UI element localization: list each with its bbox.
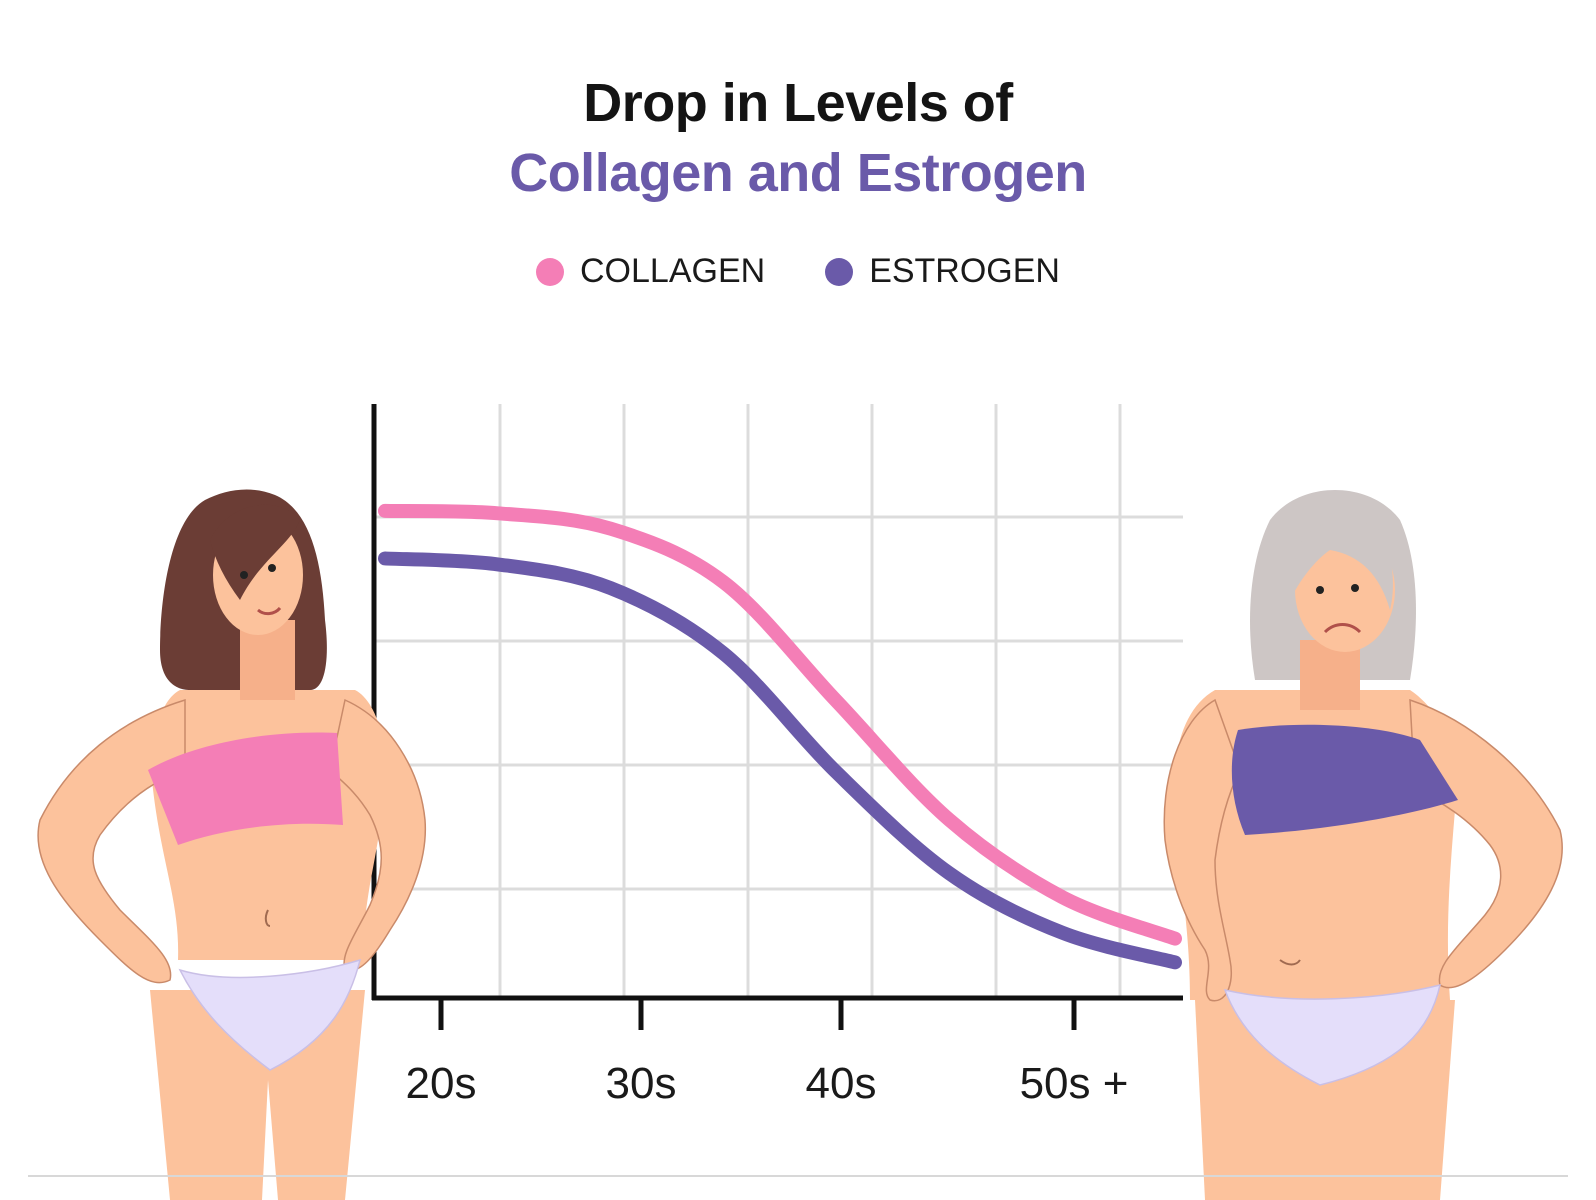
series-line-estrogen (378, 551, 1182, 970)
young-underwear (178, 958, 362, 1071)
legend-marker-estrogen (825, 257, 854, 286)
legend-item-estrogen: ESTROGEN (825, 252, 1060, 291)
older-hair-front (1290, 520, 1393, 610)
chart-title-line1: Drop in Levels of (583, 73, 1013, 133)
young-hair-front (210, 504, 300, 600)
chart-series (378, 503, 1182, 970)
young-top (148, 732, 343, 845)
older-right-arm (1409, 698, 1563, 989)
x-tick-label: 30s (606, 1059, 677, 1108)
bottom-divider (28, 1175, 1568, 1177)
legend-label-estrogen: ESTROGEN (869, 252, 1060, 290)
young-woman-illustration (37, 489, 427, 1200)
x-tick-label: 20s (406, 1059, 477, 1108)
series-line-collagen (378, 503, 1182, 946)
x-tick-label: 50s + (1020, 1059, 1129, 1108)
older-navel (1279, 959, 1301, 966)
chart-title-line2: Collagen and Estrogen (509, 143, 1087, 203)
legend: COLLAGEN ESTROGEN (0, 252, 1596, 291)
x-tick-label: 40s (806, 1059, 877, 1108)
older-eye-left (1316, 586, 1324, 594)
young-smile (257, 606, 282, 616)
legend-label-collagen: COLLAGEN (580, 252, 766, 290)
young-eye-left (240, 571, 248, 579)
young-eye-right (268, 564, 276, 572)
young-navel (264, 909, 271, 927)
older-left-arm (1163, 698, 1241, 1002)
legend-marker-collagen (536, 257, 564, 286)
older-frown (1323, 623, 1362, 634)
older-woman-illustration (1163, 490, 1563, 1200)
x-ticks: 20s 30s 40s 50s + (406, 1000, 1129, 1108)
older-eye-right (1351, 584, 1359, 592)
legend-item-collagen: COLLAGEN (536, 252, 765, 291)
older-underwear (1223, 983, 1441, 1086)
older-top (1231, 724, 1458, 835)
